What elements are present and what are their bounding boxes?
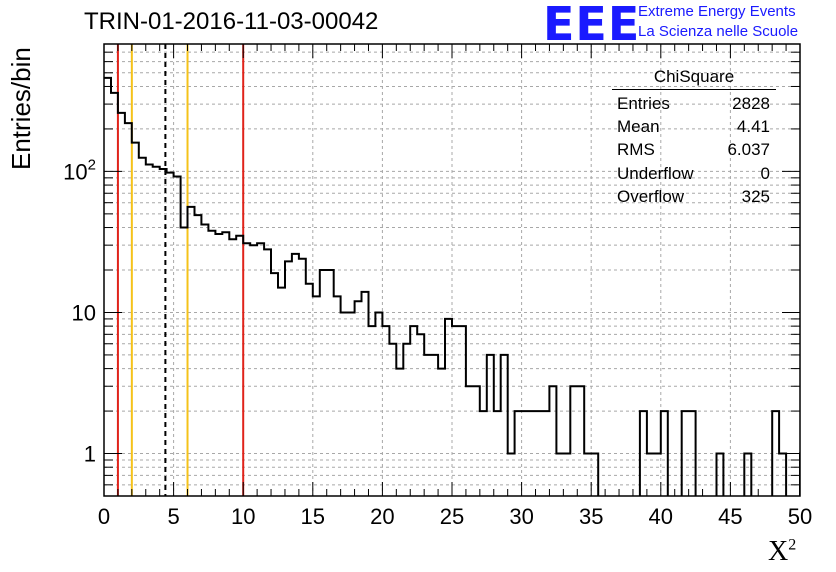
stats-label: Mean (617, 117, 660, 137)
x-axis-label-text: X (768, 536, 789, 567)
stats-box: ChiSquare Entries 2828 Mean 4.41 RMS 6.037 … (612, 67, 776, 208)
stats-label: Underflow (617, 163, 694, 183)
stats-label: RMS (617, 140, 655, 160)
eee-logo-line2: La Scienza nelle Scuole (638, 23, 799, 40)
stats-value: 4.41 (736, 117, 770, 137)
eee-logo-line1: Extreme Energy Events (638, 3, 796, 20)
grid-lines (104, 43, 800, 497)
stats-value: 325 (741, 186, 770, 206)
y-tick-label: 102 (63, 156, 96, 184)
plot-title: TRIN-01-2016-11-03-00042 (84, 8, 379, 35)
x-tick-label: 0 (98, 504, 110, 529)
stats-row-overflow: Overflow 325 (612, 185, 776, 208)
stats-title: ChiSquare (612, 67, 776, 90)
stats-value: 6.037 (727, 140, 770, 160)
marker-lines (116, 44, 245, 496)
histogram-series (104, 76, 800, 496)
x-tick-label: 20 (370, 504, 394, 529)
x-tick-label: 25 (440, 504, 464, 529)
stats-value: 2828 (732, 94, 770, 113)
y-axis-label: Entries/bin (6, 47, 36, 170)
stats-row-entries: Entries 2828 (612, 92, 776, 115)
y-tick-label: 10 (72, 300, 96, 325)
stats-label: Overflow (617, 186, 685, 206)
x-tick-label: 15 (301, 504, 325, 529)
x-tick-label: 45 (718, 504, 742, 529)
x-axis-label-sup: 2 (788, 536, 797, 554)
axis-ticks (103, 43, 801, 497)
stats-row-mean: Mean 4.41 (612, 115, 776, 138)
x-tick-label: 30 (509, 504, 533, 529)
stats-value: 0 (760, 163, 770, 183)
y-tick-labels: 1 10 102 (63, 156, 96, 466)
x-tick-label: 10 (231, 504, 255, 529)
x-tick-label: 35 (579, 504, 603, 529)
x-tick-label: 40 (649, 504, 673, 529)
stats-row-underflow: Underflow 0 (612, 162, 776, 185)
x-tick-label: 50 (788, 504, 812, 529)
x-axis-label: X2 (768, 536, 796, 568)
x-tick-label: 5 (167, 504, 179, 529)
y-tick-label: 1 (84, 442, 96, 467)
stats-label: Entries (617, 94, 670, 113)
eee-logo-mark: EEE (543, 0, 641, 51)
stats-row-rms: RMS 6.037 (612, 138, 776, 161)
x-tick-labels: 0 5 10 15 20 25 30 35 40 45 50 (98, 504, 812, 529)
